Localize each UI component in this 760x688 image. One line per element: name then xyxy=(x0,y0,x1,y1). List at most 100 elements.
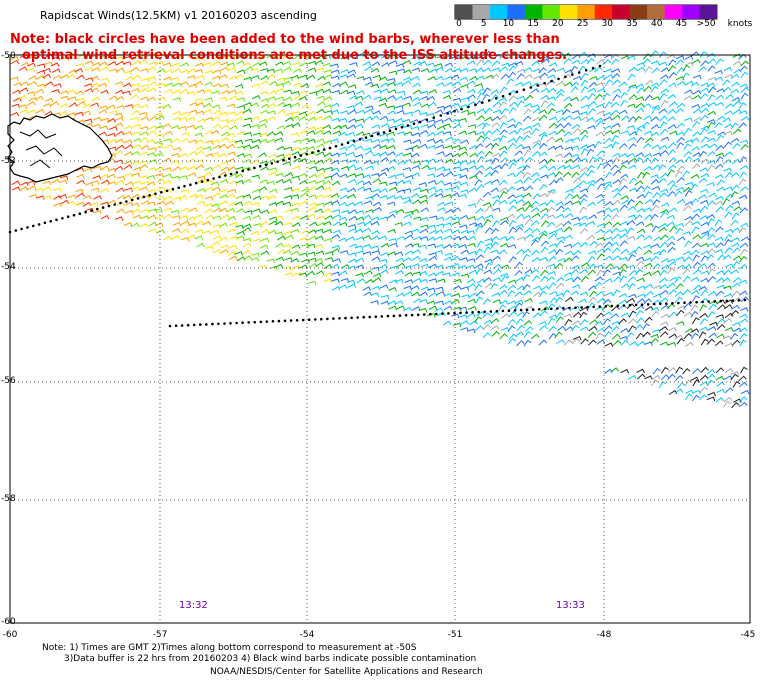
wind-barb xyxy=(418,53,428,59)
wind-barb xyxy=(251,124,260,129)
wind-barb xyxy=(724,186,733,191)
wind-barb xyxy=(692,157,701,163)
wind-barb xyxy=(427,224,436,230)
wind-barb xyxy=(205,214,214,220)
wind-barb xyxy=(682,268,691,275)
wind-barb xyxy=(396,262,406,268)
wind-barb xyxy=(251,174,260,180)
wind-barb xyxy=(282,266,292,271)
wind-barb xyxy=(164,82,174,87)
wind-barb xyxy=(468,269,478,275)
wind-barb xyxy=(587,302,596,310)
wind-barb xyxy=(491,116,501,122)
wind-barb xyxy=(322,130,332,135)
wind-barb xyxy=(100,77,110,83)
wind-barb xyxy=(411,165,421,170)
wind-barb xyxy=(436,291,445,296)
wind-barb xyxy=(524,218,533,226)
wind-barb xyxy=(204,208,214,214)
wind-barb xyxy=(205,153,214,158)
wind-barb xyxy=(722,86,732,93)
wind-barb xyxy=(667,82,677,88)
lat-label-52: -52 xyxy=(1,156,16,166)
wind-barb xyxy=(531,275,541,282)
wind-barb xyxy=(611,134,620,142)
wind-barb xyxy=(428,292,438,298)
wind-barb xyxy=(460,84,469,89)
wind-barb xyxy=(452,138,462,144)
wind-barb xyxy=(701,230,710,236)
wind-barb xyxy=(707,268,716,276)
wind-barb xyxy=(323,104,333,109)
wind-barb xyxy=(162,104,172,109)
wind-barb xyxy=(547,74,556,79)
wind-barb xyxy=(484,258,493,264)
wind-barb xyxy=(611,247,621,254)
wind-barb xyxy=(148,130,157,135)
lon-label-57: -57 xyxy=(152,630,168,640)
wind-barb xyxy=(644,66,653,73)
wind-barb xyxy=(692,108,702,114)
contamination-dot xyxy=(96,207,99,211)
wind-barb xyxy=(180,81,189,86)
wind-barb xyxy=(331,117,341,123)
contamination-dot xyxy=(543,81,546,85)
wind-barb xyxy=(733,109,742,115)
wind-barb xyxy=(13,97,22,102)
wind-barb xyxy=(194,80,204,86)
wind-barb xyxy=(650,116,660,122)
lon-label-48: -48 xyxy=(596,630,612,640)
wind-barb xyxy=(260,166,269,171)
wind-barb xyxy=(227,166,237,171)
wind-barb xyxy=(580,338,589,345)
wind-barb xyxy=(618,164,627,172)
wind-barb xyxy=(387,151,396,156)
wind-barb xyxy=(684,240,693,248)
contamination-dot xyxy=(340,143,344,146)
contamination-dot xyxy=(194,181,198,185)
wind-barb xyxy=(418,182,428,187)
wind-barb xyxy=(236,153,246,158)
wind-barb xyxy=(539,300,548,305)
wind-barb xyxy=(540,275,549,283)
wind-barb xyxy=(522,200,532,207)
wind-barb xyxy=(572,184,581,191)
wind-barb xyxy=(418,270,428,276)
wind-barb xyxy=(443,292,453,298)
wind-barb xyxy=(260,80,269,86)
wind-barb xyxy=(540,133,548,141)
wind-barb xyxy=(250,230,260,236)
wind-barb xyxy=(659,222,668,228)
wind-barb xyxy=(605,159,614,164)
contamination-dot xyxy=(432,116,436,119)
wind-barb xyxy=(10,76,19,82)
wind-barb xyxy=(564,326,574,332)
wind-barb xyxy=(435,158,444,164)
wind-barb xyxy=(109,126,118,131)
wind-barb xyxy=(467,235,477,241)
wind-barb xyxy=(731,97,741,102)
contamination-dot xyxy=(695,300,698,304)
contamination-dot xyxy=(154,192,157,196)
wind-barb xyxy=(322,62,332,68)
wind-barb xyxy=(588,100,597,107)
wind-barb xyxy=(508,129,518,135)
wind-barb xyxy=(428,255,438,261)
wind-barb xyxy=(11,103,20,109)
wind-barb xyxy=(115,95,125,101)
wind-barb xyxy=(605,263,614,270)
wind-barb xyxy=(460,249,470,254)
wind-barb xyxy=(228,255,238,261)
wind-barb xyxy=(290,115,300,121)
wind-barb xyxy=(171,209,180,215)
wind-barb xyxy=(282,243,292,249)
wind-barb xyxy=(300,192,309,198)
wind-barb xyxy=(362,227,372,233)
wind-barb xyxy=(53,202,62,208)
wind-barb xyxy=(610,101,620,108)
wind-barb xyxy=(275,172,285,178)
wind-barb xyxy=(476,215,486,221)
wind-barb xyxy=(554,153,564,158)
wind-barb xyxy=(507,300,517,305)
wind-barb xyxy=(683,95,693,101)
